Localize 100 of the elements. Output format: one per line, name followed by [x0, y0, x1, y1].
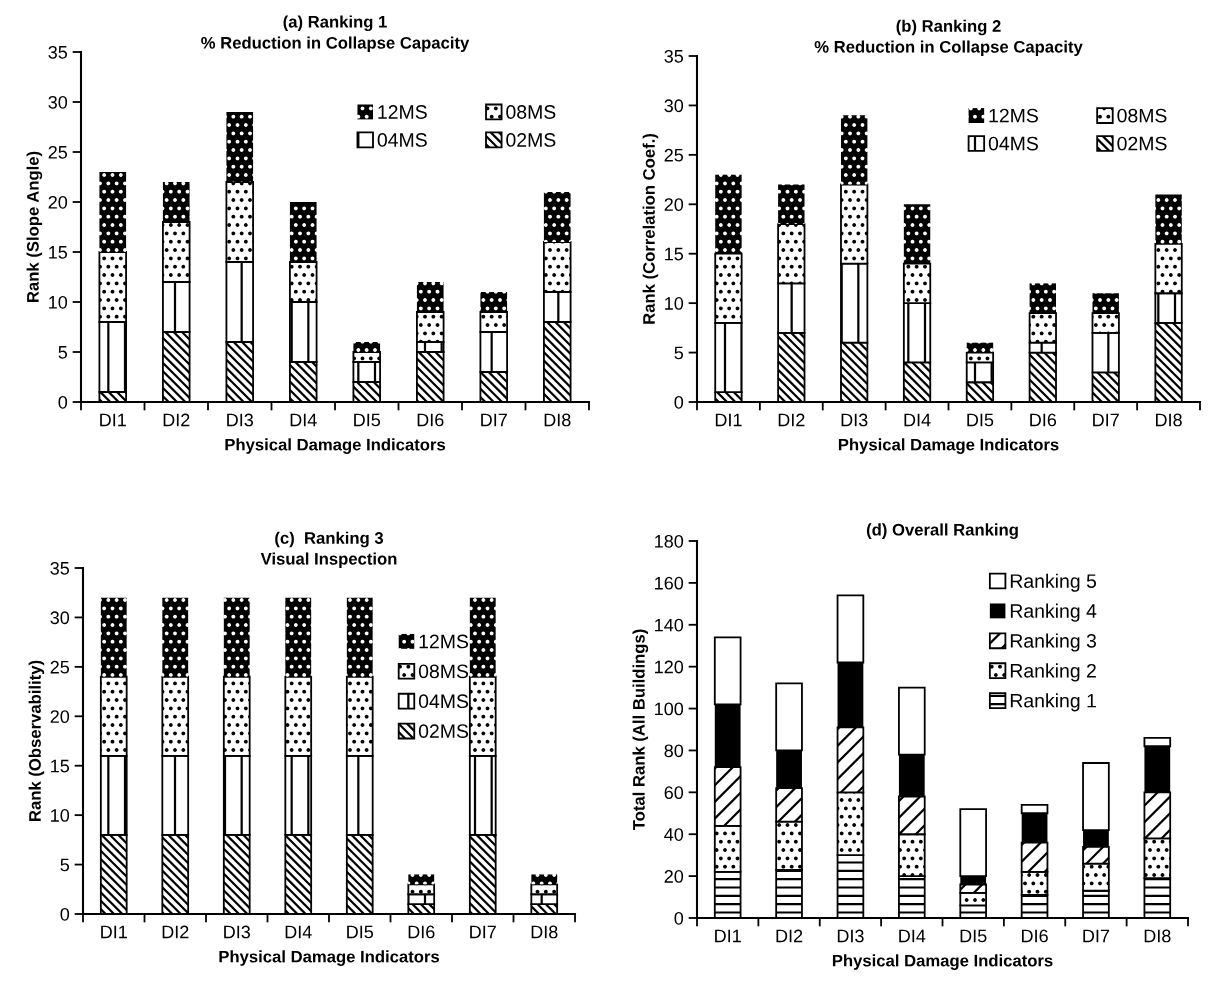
x-axis-title: Physical Damage Indicators [832, 954, 1053, 970]
legend-label: Ranking 1 [1010, 693, 1096, 712]
y-tick-label: 0 [674, 395, 684, 409]
bar [100, 597, 127, 677]
y-tick-label: 140 [655, 618, 684, 632]
y-tick-label: 10 [49, 295, 68, 309]
x-tick-label: DI6 [417, 413, 444, 427]
x-tick-label: DI1 [100, 413, 126, 427]
legend-label: 04MS [377, 133, 427, 147]
x-tick-label: DI1 [101, 925, 127, 939]
legend-label: 02MS [506, 133, 556, 147]
legend-label: 02MS [1117, 136, 1167, 151]
chart-subtitle: Visual Inspection [260, 552, 397, 568]
legend-label: Ranking 4 [1010, 603, 1097, 622]
y-tick-label: 15 [665, 247, 684, 261]
y-tick-label: 100 [655, 702, 684, 716]
bar [1155, 194, 1182, 244]
bar [289, 202, 317, 262]
x-tick-label: DI2 [163, 413, 190, 427]
x-tick-label: DI3 [227, 413, 254, 427]
x-tick-label: DI5 [354, 413, 381, 427]
y-tick-label: 20 [664, 198, 684, 212]
bar [223, 597, 250, 677]
x-tick-label: DI6 [1022, 929, 1048, 943]
y-tick-label: 40 [664, 828, 684, 841]
y-tick-label: 5 [674, 346, 684, 360]
y-tick-label: 35 [48, 45, 68, 59]
y-tick-label: 20 [50, 710, 70, 724]
bar [966, 342, 994, 353]
y-tick-label: 30 [48, 95, 68, 109]
legend-label: Ranking 3 [1010, 633, 1096, 652]
legend-label: 12MS [419, 634, 469, 649]
x-tick-label: DI7 [481, 413, 507, 427]
y-tick-label: 35 [664, 49, 684, 63]
y-tick-label: 15 [51, 759, 70, 773]
bar [715, 174, 742, 254]
x-tick-label: DI1 [715, 929, 741, 943]
legend-label: 02MS [418, 724, 469, 739]
y-tick-label: 120 [655, 660, 684, 674]
x-tick-label: DI1 [715, 413, 742, 427]
y-tick-label: 25 [50, 660, 70, 674]
y-tick-label: 30 [50, 611, 70, 625]
x-tick-label: DI2 [162, 925, 189, 939]
y-tick-label: 30 [664, 99, 684, 113]
x-tick-label: DI4 [904, 413, 931, 427]
x-axis-title: Physical Damage Indicators [225, 438, 446, 454]
legend-label: Ranking 2 [1010, 663, 1096, 682]
x-tick-label: DI8 [544, 413, 571, 427]
x-tick-label: DI5 [347, 925, 374, 939]
x-tick-label: DI7 [470, 925, 496, 939]
bar [840, 115, 868, 185]
bar [543, 192, 571, 242]
y-tick-label: 20 [664, 870, 684, 883]
bar [531, 874, 558, 885]
chart-title: (b) Ranking 2 [896, 19, 1001, 36]
y-axis-title: Rank (Observability) [28, 660, 45, 821]
bar [285, 597, 312, 677]
bar [1029, 283, 1057, 314]
x-tick-label: DI3 [224, 925, 251, 939]
y-tick-label: 35 [50, 561, 70, 575]
legend-label: 12MS [378, 105, 427, 119]
legend-label: 08MS [506, 105, 556, 119]
x-tick-label: DI3 [841, 413, 868, 427]
x-tick-label: DI5 [960, 929, 987, 943]
x-tick-label: DI4 [285, 925, 312, 939]
x-tick-label: DI7 [1093, 413, 1119, 427]
y-tick-label: 160 [655, 576, 684, 590]
chart-title: (d) Overall Ranking [866, 523, 1018, 539]
x-tick-label: DI2 [778, 413, 805, 427]
bar [162, 182, 190, 222]
x-tick-label: DI5 [967, 413, 994, 427]
x-tick-label: DI8 [531, 925, 558, 939]
x-axis-title: Physical Damage Indicators [219, 950, 440, 966]
y-tick-label: 60 [664, 786, 684, 800]
y-axis-title: Rank (Correlation Coef.) [642, 133, 659, 324]
bar [480, 292, 508, 312]
y-tick-label: 5 [60, 858, 70, 872]
y-tick-label: 0 [58, 395, 68, 409]
y-tick-label: 5 [58, 346, 68, 359]
chart-title: (c) Ranking 3 [275, 531, 384, 548]
y-tick-label: 180 [655, 534, 684, 548]
legend-label: 04MS [988, 136, 1038, 151]
bar [353, 342, 381, 352]
bar [346, 597, 373, 677]
y-tick-label: 0 [674, 911, 684, 925]
bar [162, 597, 189, 677]
y-tick-label: 10 [665, 297, 684, 310]
y-tick-label: 15 [49, 246, 68, 259]
x-tick-label: DI6 [1030, 413, 1057, 427]
bar [469, 597, 496, 677]
bar [99, 172, 127, 252]
x-tick-label: DI4 [899, 929, 926, 943]
y-tick-label: 80 [664, 744, 684, 758]
y-tick-label: 20 [48, 195, 68, 209]
y-axis-title: Total Rank (All Buildings) [632, 629, 649, 831]
y-tick-label: 10 [51, 809, 70, 822]
legend-label: 08MS [418, 664, 469, 679]
x-tick-label: DI2 [776, 929, 803, 943]
bar [226, 112, 254, 182]
legend-label: 04MS [418, 694, 469, 709]
